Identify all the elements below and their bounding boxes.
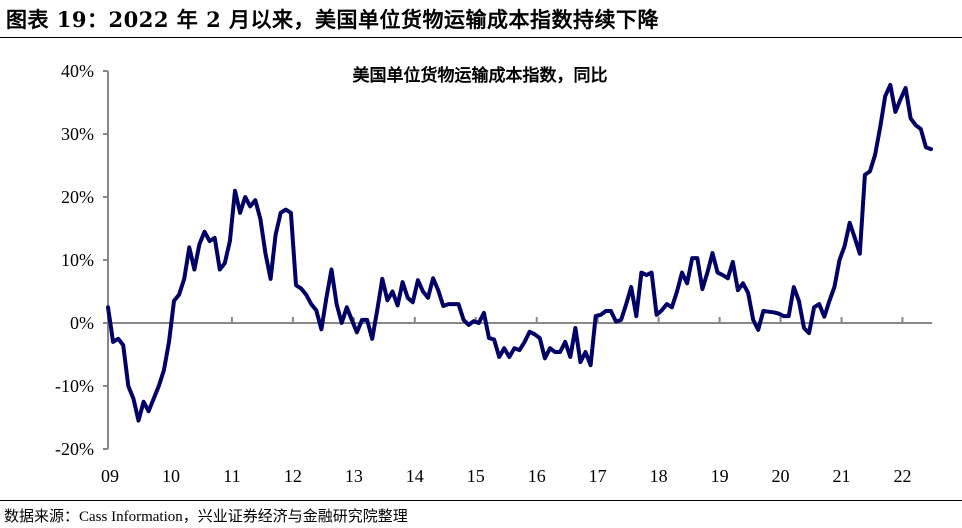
series-group: [106, 82, 933, 423]
y-tick-label: -10%: [55, 376, 94, 396]
x-tick-label: 17: [589, 466, 607, 486]
figure-title: 图表 19：2022 年 2 月以来，美国单位货物运输成本指数持续下降: [6, 7, 660, 32]
x-tick-label: 11: [223, 466, 240, 486]
x-tick-label: 22: [893, 466, 911, 486]
y-tick-label: 0%: [70, 313, 94, 333]
chart-title: 美国单位货物运输成本指数，同比: [353, 65, 608, 86]
x-tick-label: 14: [406, 466, 424, 486]
source-note: 数据来源：Cass Information，兴业证券经济与金融研究院整理: [4, 509, 408, 525]
source-divider: [0, 500, 962, 501]
x-tick-label: 10: [162, 466, 180, 486]
x-tick-label: 09: [101, 466, 119, 486]
y-tick-label: 30%: [61, 124, 94, 144]
x-tick-label: 16: [528, 466, 546, 486]
y-tick-label: 40%: [61, 61, 94, 81]
x-tick-label: 20: [772, 466, 790, 486]
x-tick-label: 19: [711, 466, 729, 486]
x-tick-label: 21: [833, 466, 851, 486]
y-tick-label: 10%: [61, 250, 94, 270]
series-line: [106, 82, 933, 423]
y-tick-label: -20%: [55, 439, 94, 459]
y-tick-label: 20%: [61, 187, 94, 207]
axes: 40% 30% 20% 10% 0% -10% -20% 09 10 11 12 13 14 15 16 17…: [55, 61, 932, 486]
x-tick-label: 18: [650, 466, 668, 486]
x-tick-label: 12: [284, 466, 302, 486]
x-tick-label: 13: [345, 466, 363, 486]
title-divider: [0, 37, 962, 38]
x-tick-label: 15: [467, 466, 485, 486]
